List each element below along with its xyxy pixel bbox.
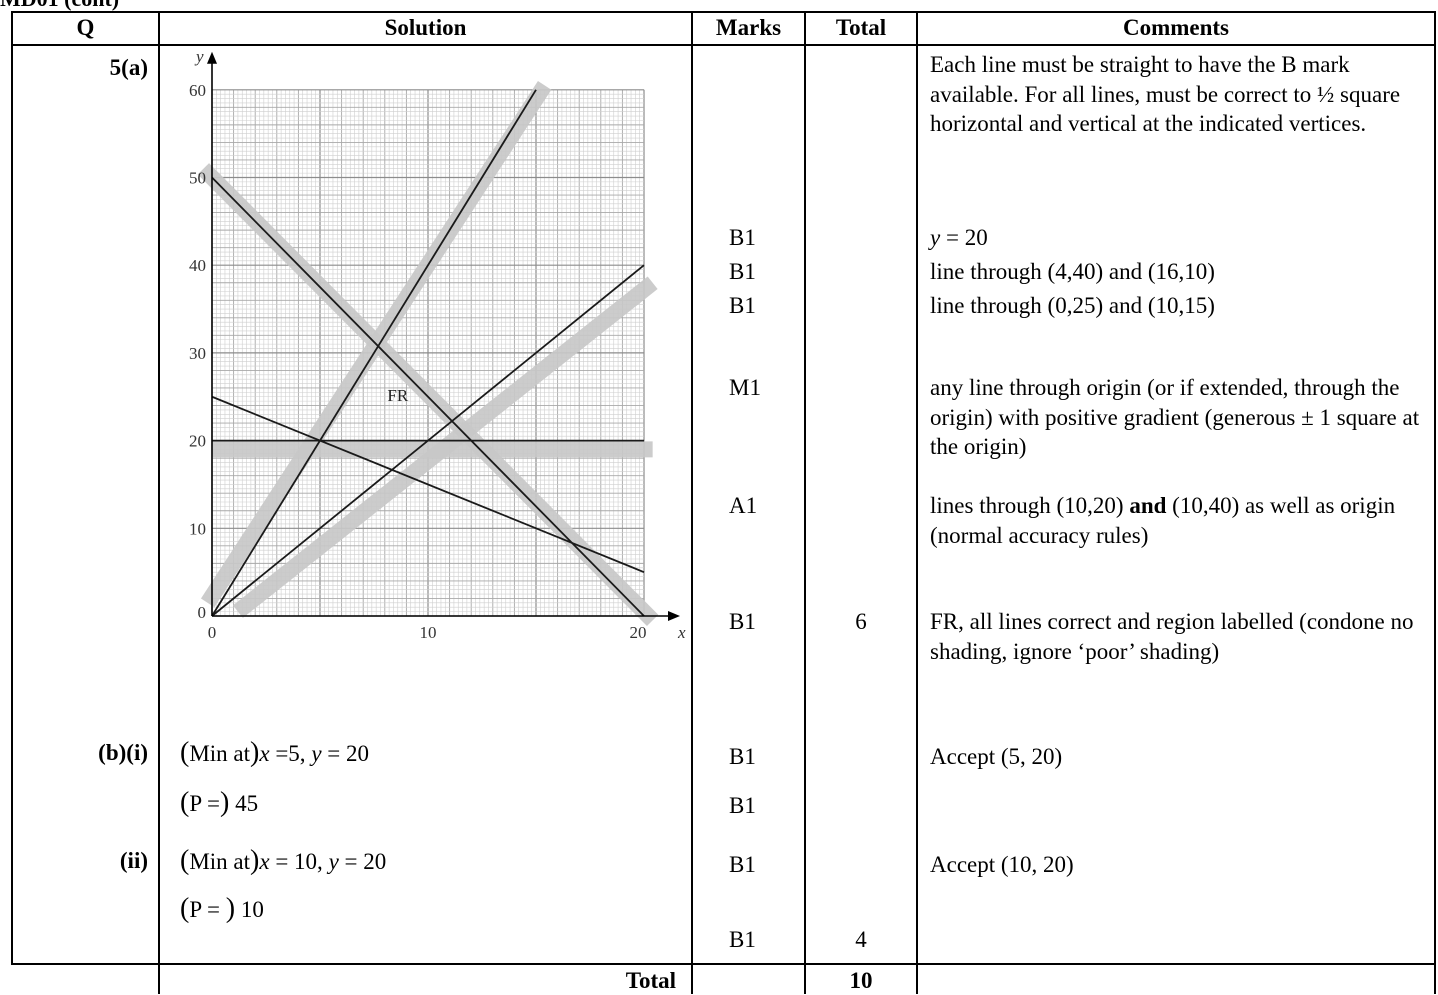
var-x: x xyxy=(259,741,270,766)
y-tick-label: 30 xyxy=(189,344,206,363)
mark-m1: M1 xyxy=(729,375,761,400)
solution-text: 10 xyxy=(235,897,264,922)
feasible-region-label: FR xyxy=(387,386,408,405)
header-total: Total xyxy=(835,14,887,40)
comment-origin-line: any line through origin (or if extended,… xyxy=(930,375,1420,459)
table-col-solution xyxy=(691,11,693,994)
mark-a1: A1 xyxy=(729,493,758,518)
solution-ii-line2: (P = ) 10 xyxy=(180,894,264,924)
header-q: Q xyxy=(76,14,95,40)
mark-b1: B1 xyxy=(729,259,756,284)
comment-text: (10,40) as well as origin (normal accura… xyxy=(930,493,1396,548)
paren-open: ( xyxy=(180,787,190,818)
table-col-right xyxy=(1434,11,1436,994)
solution-text: = 20 xyxy=(321,741,370,766)
table-rule-top xyxy=(11,11,1436,13)
graph-figure: 0 10 20 0 10 20 30 40 50 60 x y FR xyxy=(189,50,686,642)
header-comments: Comments xyxy=(1122,14,1230,40)
y-tick-label: 20 xyxy=(189,432,206,451)
comment-bold-and: and xyxy=(1129,493,1167,518)
var-y: y xyxy=(311,741,322,766)
comment-general: Each line must be straight to have the B… xyxy=(930,52,1401,136)
total-grand: 10 xyxy=(849,968,873,993)
x-tick-label: 10 xyxy=(420,623,437,642)
solution-text: = 20 xyxy=(338,849,387,874)
x-axis-arrow xyxy=(668,611,680,621)
paren-open: ( xyxy=(180,737,190,768)
constraint-line xyxy=(211,264,645,617)
solution-min-label: Min at xyxy=(189,741,251,766)
shading-band xyxy=(232,276,658,618)
paren-close: ) xyxy=(220,787,230,818)
comment-y20: y = 20 xyxy=(930,223,1435,253)
comment-accept-5-20: Accept (5, 20) xyxy=(930,744,1063,769)
header-solution: Solution xyxy=(384,14,467,40)
solution-ii-line1: (Min at)x = 10, y = 20 xyxy=(180,846,386,876)
solution-text: =5, xyxy=(269,741,312,766)
paren-close: ) xyxy=(250,845,260,876)
comment-lines-through: lines through (10,20) and (10,40) as wel… xyxy=(930,491,1435,550)
paren-close: ) xyxy=(225,893,236,924)
mark-b1: B1 xyxy=(729,793,756,818)
table-rule-total xyxy=(11,963,1436,965)
comment-fr: FR, all lines correct and region labelle… xyxy=(930,609,1414,664)
x-tick-label: 20 xyxy=(630,623,647,642)
mark-b1: B1 xyxy=(729,852,756,877)
comment-text: lines through (10,20) xyxy=(930,493,1130,518)
solution-bi-line1: (Min at)x =5, y = 20 xyxy=(180,738,369,768)
total-label: Total xyxy=(625,968,676,993)
y-tick-label: 40 xyxy=(189,256,206,275)
table-col-left xyxy=(11,11,13,964)
solution-text: = 10, xyxy=(269,849,329,874)
var-y: y xyxy=(930,225,941,250)
question-label-ii: (ii) xyxy=(119,848,148,873)
y-tick-label: 0 xyxy=(198,603,207,622)
y-tick-label: 50 xyxy=(189,169,206,188)
question-label-5a: 5(a) xyxy=(109,55,148,80)
table-col-total xyxy=(916,11,918,994)
table-col-marks xyxy=(804,11,806,994)
mark-b1: B1 xyxy=(729,225,756,250)
x-axis-label: x xyxy=(677,623,686,642)
mark-b1: B1 xyxy=(729,744,756,769)
solution-p-label: P = xyxy=(189,791,220,816)
question-label-bi: (b)(i) xyxy=(98,740,148,765)
total-part-a: 6 xyxy=(855,609,867,634)
solution-min-label: Min at xyxy=(189,849,251,874)
mark-b1: B1 xyxy=(729,293,756,318)
y-axis-arrow xyxy=(207,51,217,64)
paren-close: ) xyxy=(250,737,260,768)
y-axis-label: y xyxy=(194,50,204,66)
header-marks: Marks xyxy=(715,14,782,40)
y-tick-label: 60 xyxy=(189,81,206,100)
total-part-b: 4 xyxy=(855,927,867,952)
mark-b1: B1 xyxy=(729,927,756,952)
comment-text: = 20 xyxy=(940,225,988,250)
table-col-q xyxy=(158,11,160,994)
y-tick-label: 10 xyxy=(189,519,206,538)
comment-line-0-25: line through (0,25) and (10,15) xyxy=(930,293,1215,318)
paren-open: ( xyxy=(180,893,190,924)
constraint-line xyxy=(211,395,645,573)
var-y: y xyxy=(328,849,339,874)
x-tick-label: 0 xyxy=(208,623,217,642)
solution-p-label: P = xyxy=(189,897,226,922)
solution-bi-line2: (P =) 45 xyxy=(180,788,258,818)
table-rule-header xyxy=(11,44,1436,46)
solution-text: 45 xyxy=(229,791,259,816)
mark-b1: B1 xyxy=(729,609,756,634)
page-header-cut: MD01 (cont) xyxy=(0,0,119,12)
comment-accept-10-20: Accept (10, 20) xyxy=(930,852,1074,877)
var-x: x xyxy=(259,849,270,874)
constraint-line xyxy=(211,89,537,617)
paren-open: ( xyxy=(180,845,190,876)
comment-line-4-40: line through (4,40) and (16,10) xyxy=(930,259,1215,284)
